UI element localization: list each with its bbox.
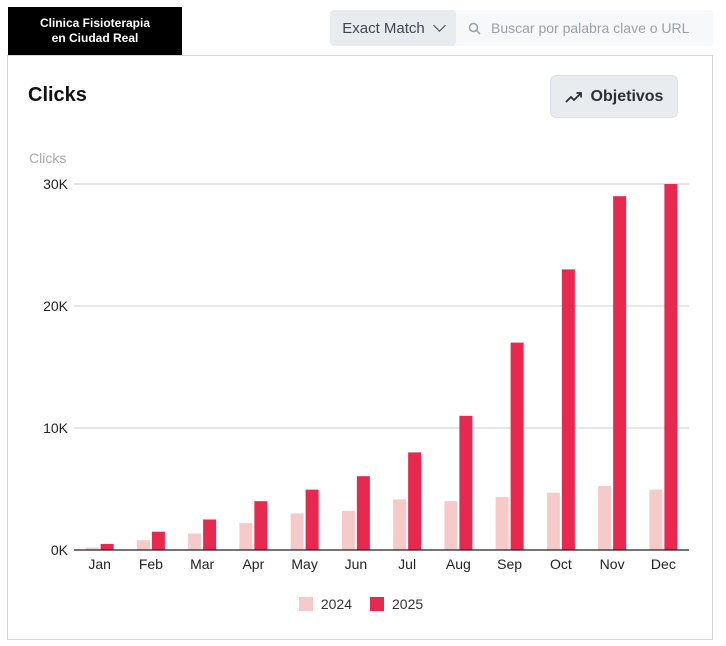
x-tick-label: Jul [398, 556, 416, 572]
x-tick-label: Feb [139, 556, 163, 572]
y-tick-label: 10K [43, 420, 69, 436]
bar-2024-may[interactable] [290, 513, 304, 550]
bar-2025-mar[interactable] [203, 519, 217, 551]
bar-2024-apr[interactable] [239, 523, 253, 550]
brand-line-1: Clinica Fisioterapia [39, 16, 151, 30]
bar-2025-sep[interactable] [510, 342, 524, 550]
bar-2024-oct[interactable] [546, 492, 560, 550]
bar-2024-mar[interactable] [188, 533, 202, 550]
bar-2024-jun[interactable] [341, 510, 355, 550]
bar-2025-feb[interactable] [151, 531, 165, 550]
y-tick-label: 0K [51, 542, 69, 558]
y-tick-label: 20K [43, 298, 69, 314]
bar-2025-aug[interactable] [459, 415, 473, 550]
x-tick-label: Jun [345, 556, 368, 572]
y-axis-label: Clicks [29, 150, 66, 166]
search-box [456, 10, 713, 46]
brand-line-2: en Ciudad Real [51, 31, 139, 45]
bar-2025-may[interactable] [305, 489, 319, 550]
search-input[interactable] [489, 19, 713, 37]
bar-2024-jan[interactable] [85, 547, 99, 550]
bar-2025-nov[interactable] [613, 196, 627, 550]
filter-bar: Exact Match [330, 10, 713, 46]
bar-2025-oct[interactable] [561, 269, 575, 550]
card-title: Clicks [28, 84, 87, 106]
brand-logo: Clinica Fisioterapia en Ciudad Real [8, 7, 182, 55]
bar-2024-dec[interactable] [649, 489, 663, 550]
legend-item-2025[interactable]: 2025 [370, 596, 423, 612]
bar-2024-feb[interactable] [136, 540, 150, 550]
x-tick-label: Aug [446, 556, 471, 572]
x-tick-label: Apr [242, 556, 264, 572]
x-tick-label: Nov [600, 556, 625, 572]
objectives-button[interactable]: Objetivos [550, 75, 678, 118]
x-tick-label: Jan [88, 556, 111, 572]
bar-2025-jun[interactable] [356, 476, 370, 550]
legend-label-2024: 2024 [320, 596, 352, 612]
legend-swatch-2025 [370, 597, 384, 611]
x-tick-label: May [291, 556, 317, 572]
x-tick-label: Oct [550, 556, 572, 572]
bar-2024-aug[interactable] [444, 501, 458, 550]
x-tick-label: Dec [651, 556, 676, 572]
chart-legend: 2024 2025 [8, 596, 714, 612]
chevron-down-icon [432, 19, 446, 32]
x-tick-label: Mar [190, 556, 214, 572]
legend-item-2024[interactable]: 2024 [298, 596, 352, 612]
bar-2024-nov[interactable] [598, 485, 612, 550]
legend-swatch-2024 [298, 597, 313, 611]
bar-2024-sep[interactable] [495, 496, 509, 550]
x-tick-label: Sep [497, 556, 522, 572]
bar-2025-apr[interactable] [254, 501, 268, 550]
legend-label-2025: 2025 [392, 596, 424, 612]
trending-up-icon [564, 91, 582, 103]
match-type-label: Exact Match [342, 19, 425, 37]
y-tick-label: 30K [43, 176, 69, 192]
search-icon [468, 22, 481, 35]
bar-2025-jul[interactable] [408, 452, 422, 550]
bar-2024-jul[interactable] [393, 499, 407, 550]
objectives-label: Objetivos [590, 87, 664, 105]
clicks-card: Clicks Objetivos Clicks 0K 10K 20K 30K Jan Feb… [7, 55, 713, 640]
clicks-bar-chart: Clicks 0K 10K 20K 30K Jan Feb Mar Apr May Jun Jul Au… [29, 150, 689, 572]
bar-2025-dec[interactable] [664, 184, 678, 550]
match-type-dropdown[interactable]: Exact Match [330, 10, 456, 46]
bar-2025-jan[interactable] [100, 543, 114, 550]
